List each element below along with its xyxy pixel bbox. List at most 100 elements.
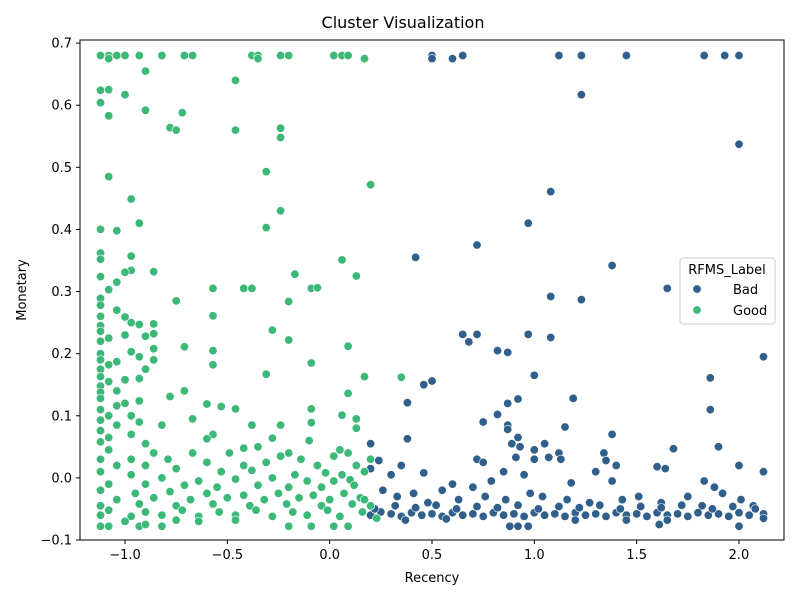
data-point-good: [276, 206, 286, 216]
series-bad: [366, 50, 768, 531]
data-point-bad: [447, 479, 457, 489]
data-point-bad: [566, 478, 576, 488]
data-point-bad: [734, 508, 744, 518]
data-point-good: [112, 495, 122, 505]
data-point-good: [96, 224, 106, 234]
x-tick-label: −0.5: [212, 548, 244, 563]
data-point-good: [134, 417, 144, 427]
data-point-good: [120, 398, 130, 408]
data-point-bad: [523, 521, 533, 531]
data-point-bad: [673, 509, 683, 519]
data-point-good: [239, 283, 249, 293]
data-point-good: [186, 495, 196, 505]
data-point-bad: [386, 470, 396, 480]
data-point-bad: [580, 510, 590, 520]
data-point-bad: [427, 509, 437, 519]
data-point-good: [308, 490, 318, 500]
data-point-bad: [562, 495, 572, 505]
data-point-good: [141, 479, 151, 489]
data-point-bad: [509, 509, 519, 519]
data-point-good: [329, 451, 339, 461]
data-point-good: [202, 488, 212, 498]
data-point-good: [179, 342, 189, 352]
data-point-good: [120, 516, 130, 526]
legend-box: [679, 257, 776, 325]
data-point-good: [120, 267, 130, 277]
data-point-good: [323, 505, 333, 515]
data-point-bad: [546, 187, 556, 197]
data-point-bad: [366, 439, 376, 449]
data-point-bad: [654, 519, 664, 529]
data-point-good: [284, 482, 294, 492]
data-point-bad: [454, 495, 464, 505]
data-point-bad: [423, 498, 433, 508]
data-point-good: [177, 108, 187, 118]
data-point-good: [112, 277, 122, 287]
data-point-bad: [568, 393, 578, 403]
data-point-good: [208, 360, 218, 370]
data-point-bad: [511, 452, 521, 462]
data-point-bad: [499, 467, 509, 477]
data-point-bad: [705, 405, 715, 415]
data-point-good: [112, 460, 122, 470]
data-point-bad: [728, 501, 738, 511]
data-point-bad: [662, 515, 672, 525]
x-tick-label: 1.0: [524, 548, 545, 563]
data-point-bad: [621, 515, 631, 525]
data-point-bad: [374, 455, 384, 465]
data-point-good: [284, 296, 294, 306]
data-point-good: [359, 54, 369, 64]
data-point-good: [96, 467, 106, 477]
data-point-good: [126, 251, 136, 261]
data-point-bad: [599, 448, 609, 458]
data-point-good: [276, 420, 286, 430]
data-point-good: [224, 448, 234, 458]
y-axis-label: Monetary: [15, 259, 30, 321]
data-point-good: [171, 464, 181, 474]
data-point-bad: [390, 501, 400, 511]
data-point-good: [188, 448, 198, 458]
data-point-good: [231, 404, 241, 414]
series-good: [96, 50, 406, 531]
data-point-bad: [468, 482, 478, 492]
data-point-good: [284, 448, 294, 458]
data-point-good: [366, 501, 376, 511]
axes: −1.0 −0.5 0.0 0.5 1.0 1.5 2.0 −0.1 0.0 0.1 0.2 0.3 0…: [40, 37, 785, 563]
data-point-bad: [492, 346, 502, 356]
data-point-good: [267, 473, 277, 483]
data-point-bad: [503, 398, 513, 408]
data-point-bad: [601, 511, 611, 521]
data-point-bad: [693, 508, 703, 518]
data-point-bad: [683, 511, 693, 521]
data-point-good: [194, 516, 204, 526]
data-point-bad: [662, 283, 672, 293]
data-point-bad: [707, 504, 717, 514]
data-point-good: [284, 335, 294, 345]
data-point-bad: [417, 510, 427, 520]
data-point-bad: [441, 514, 451, 524]
data-point-good: [96, 326, 106, 336]
data-point-good: [188, 50, 198, 60]
data-point-good: [335, 445, 345, 455]
data-point-bad: [378, 485, 388, 495]
data-point-good: [104, 285, 114, 295]
data-point-good: [349, 480, 359, 490]
data-point-bad: [480, 491, 490, 501]
data-point-good: [343, 388, 353, 398]
data-point-bad: [607, 476, 617, 486]
data-point-good: [208, 429, 218, 439]
data-point-bad: [734, 521, 744, 531]
data-point-good: [134, 396, 144, 406]
data-point-bad: [660, 464, 670, 474]
data-point-bad: [419, 468, 429, 478]
y-tick-label: 0.6: [51, 99, 72, 114]
data-point-good: [149, 267, 159, 277]
data-point-good: [141, 439, 151, 449]
data-point-bad: [513, 394, 523, 404]
data-point-bad: [419, 380, 429, 390]
y-tick-label: −0.1: [40, 534, 72, 549]
data-point-good: [267, 325, 277, 335]
data-point-good: [179, 50, 189, 60]
data-point-good: [104, 377, 114, 387]
data-point-bad: [556, 454, 566, 464]
